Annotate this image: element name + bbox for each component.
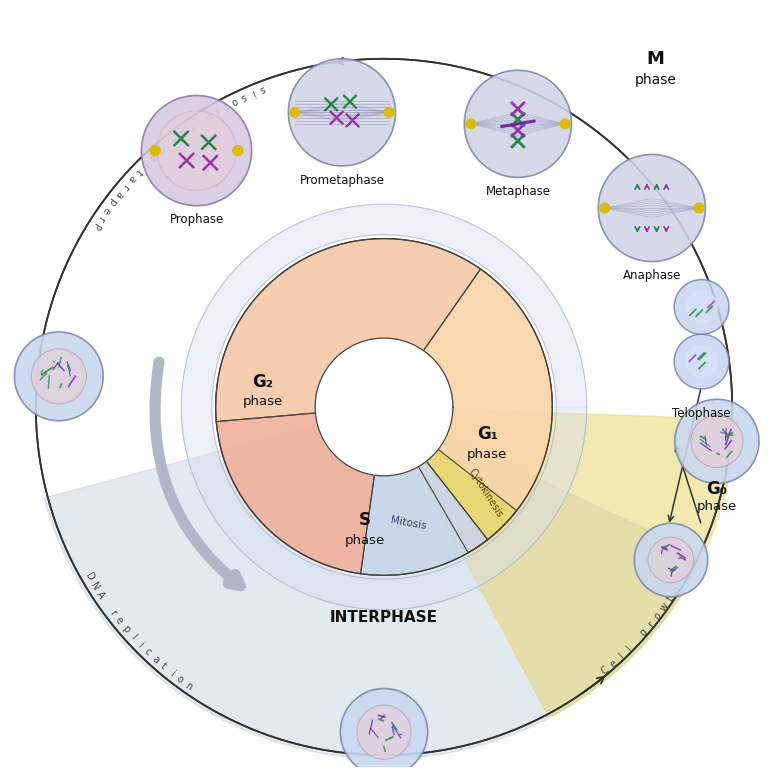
Polygon shape — [181, 204, 587, 610]
Polygon shape — [216, 239, 481, 422]
Text: o: o — [230, 95, 240, 107]
Text: phase: phase — [634, 73, 677, 88]
Text: i: i — [250, 88, 256, 98]
Text: a: a — [150, 654, 161, 665]
Text: i: i — [214, 105, 220, 115]
Text: f: f — [170, 133, 180, 143]
Circle shape — [31, 349, 86, 404]
Circle shape — [157, 111, 237, 190]
Circle shape — [290, 108, 300, 118]
Circle shape — [384, 108, 394, 118]
Circle shape — [600, 204, 610, 213]
Text: s: s — [258, 84, 266, 94]
Text: Anaphase: Anaphase — [623, 270, 681, 282]
Text: h: h — [670, 584, 682, 594]
Circle shape — [466, 119, 475, 129]
Text: c: c — [142, 647, 153, 657]
Polygon shape — [419, 269, 552, 553]
Circle shape — [690, 415, 743, 468]
Text: n: n — [154, 145, 165, 157]
Text: Cytokinesis: Cytokinesis — [466, 467, 505, 520]
Polygon shape — [426, 449, 517, 540]
Text: e: e — [608, 658, 619, 670]
Circle shape — [233, 146, 243, 156]
Text: g: g — [638, 627, 650, 638]
Text: o: o — [178, 126, 188, 137]
Text: P: P — [89, 221, 101, 232]
Circle shape — [598, 154, 705, 262]
Text: n: n — [184, 680, 194, 692]
Text: G₀: G₀ — [707, 480, 727, 498]
Text: Telophase: Telophase — [672, 407, 731, 420]
Circle shape — [357, 705, 411, 760]
Text: l: l — [128, 633, 137, 641]
Text: N: N — [88, 581, 101, 592]
Text: a: a — [126, 173, 137, 184]
Polygon shape — [315, 338, 453, 476]
Text: a: a — [113, 188, 124, 200]
Text: s: s — [239, 91, 248, 102]
Circle shape — [686, 346, 717, 378]
Text: G₂: G₂ — [253, 372, 273, 391]
Text: l: l — [624, 644, 634, 654]
Circle shape — [151, 146, 161, 156]
Text: phase: phase — [243, 395, 283, 408]
Text: phase: phase — [697, 500, 737, 513]
Polygon shape — [217, 413, 375, 574]
Text: m: m — [201, 108, 215, 122]
Text: A: A — [94, 590, 106, 601]
Text: r: r — [646, 620, 656, 629]
Circle shape — [694, 204, 703, 213]
Text: phase: phase — [345, 534, 385, 547]
Text: l: l — [617, 652, 626, 661]
Circle shape — [560, 119, 570, 129]
Text: t: t — [159, 661, 168, 671]
Text: G₁: G₁ — [477, 425, 498, 442]
Text: i: i — [167, 668, 176, 678]
Text: i: i — [141, 160, 150, 169]
Text: e: e — [101, 204, 112, 215]
Text: w: w — [657, 601, 670, 614]
Polygon shape — [384, 407, 736, 718]
Text: p: p — [106, 197, 118, 207]
Text: r: r — [187, 121, 196, 131]
Text: Prometaphase: Prometaphase — [300, 174, 385, 187]
Text: Prophase: Prophase — [170, 214, 223, 227]
Text: D: D — [83, 571, 95, 583]
Text: o: o — [652, 611, 664, 621]
Polygon shape — [360, 462, 488, 575]
Text: o: o — [175, 674, 185, 685]
Text: i: i — [136, 641, 145, 649]
Circle shape — [648, 538, 694, 583]
Text: r: r — [120, 181, 130, 191]
Circle shape — [674, 280, 729, 334]
Text: INTERPHASE: INTERPHASE — [330, 610, 438, 625]
Circle shape — [340, 689, 428, 768]
Text: t: t — [133, 167, 143, 176]
Text: phase: phase — [467, 448, 508, 461]
Circle shape — [141, 95, 252, 206]
Text: S: S — [359, 511, 371, 529]
Text: t: t — [221, 100, 230, 111]
Circle shape — [634, 523, 707, 597]
Polygon shape — [44, 407, 703, 759]
Text: Metaphase: Metaphase — [485, 185, 551, 198]
Text: Mitosis: Mitosis — [390, 515, 428, 531]
Text: p: p — [120, 624, 132, 634]
Circle shape — [686, 291, 717, 323]
Circle shape — [15, 332, 103, 421]
Circle shape — [288, 59, 396, 166]
Text: e: e — [114, 615, 125, 627]
Text: M: M — [647, 50, 664, 68]
Circle shape — [675, 399, 759, 484]
Text: t: t — [665, 594, 675, 603]
Text: r: r — [108, 608, 118, 617]
Circle shape — [465, 70, 571, 177]
Circle shape — [674, 334, 729, 389]
Text: o: o — [147, 152, 158, 163]
Text: r: r — [95, 214, 106, 223]
Text: C: C — [600, 665, 611, 677]
